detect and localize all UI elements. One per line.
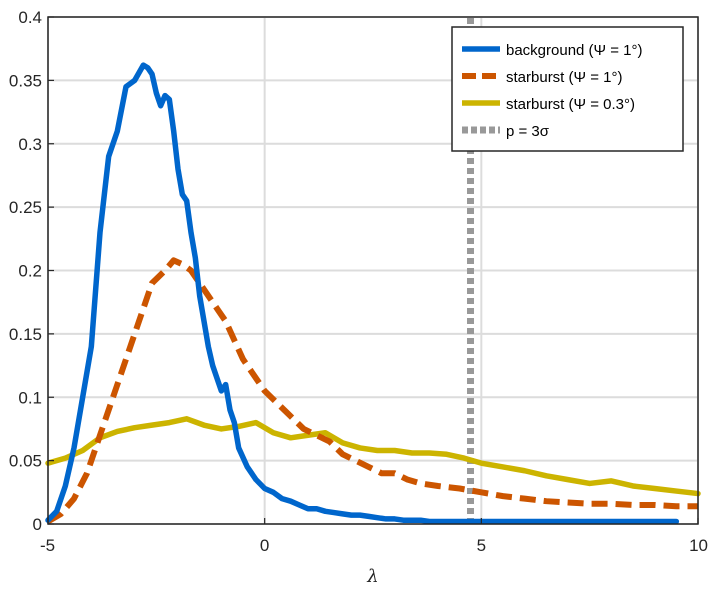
- y-tick-label: 0.1: [18, 388, 42, 407]
- legend-label-1: starburst (Ψ = 1°): [506, 69, 622, 86]
- y-tick-label: 0.05: [9, 452, 42, 471]
- y-tick-label: 0: [33, 515, 42, 534]
- x-tick-label: 10: [689, 536, 708, 555]
- series-line-2: [45, 416, 701, 497]
- x-axis-label: λ: [366, 566, 378, 587]
- y-tick-label: 0.3: [18, 135, 42, 154]
- series-line-1: [46, 257, 698, 525]
- legend-label-0: background (Ψ = 1°): [506, 42, 643, 59]
- y-tick-label: 0.15: [9, 325, 42, 344]
- x-tick-label: -5: [40, 536, 55, 555]
- x-tick-label: 0: [260, 536, 269, 555]
- x-tick-label: 5: [477, 536, 486, 555]
- legend: background (Ψ = 1°) starburst (Ψ = 1°) sta…: [451, 26, 684, 152]
- y-tick-label: 0.25: [9, 198, 42, 217]
- y-tick-label: 0.35: [9, 71, 42, 90]
- legend-label-2: starburst (Ψ = 0.3°): [506, 96, 635, 113]
- series-line-0: [45, 62, 680, 525]
- legend-label-3: p = 3σ: [506, 123, 550, 140]
- y-tick-label: 0.2: [18, 262, 42, 281]
- axis-ticks: -5 0 5 10 0 0.05 0.1 0.15 0.2 0.25 0.3 0.35 0.4: [9, 8, 708, 555]
- y-tick-label: 0.4: [18, 8, 42, 27]
